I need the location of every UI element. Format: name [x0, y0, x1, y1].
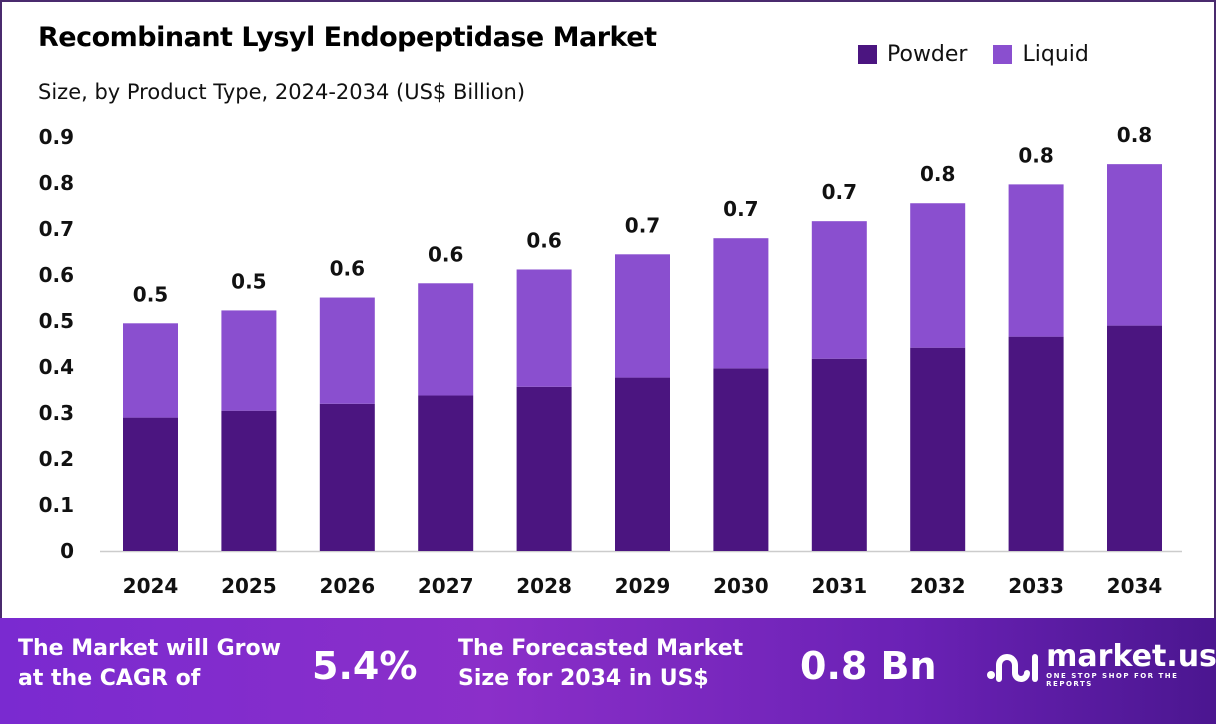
forecast-value: 0.8 Bn	[800, 644, 937, 688]
chart-title: Recombinant Lysyl Endopeptidase Market	[38, 22, 657, 53]
cagr-value: 5.4%	[312, 644, 418, 688]
y-tick-label: 0.5	[39, 309, 74, 333]
bar-chart: 0 0.1 0.2 0.3 0.4 0.5 0.6 0.7 0.8 0.9 0.5 2024 0.5 20…	[39, 123, 1182, 598]
y-tick-label: 0.8	[39, 171, 74, 195]
total-label-2027: 0.6	[428, 242, 463, 266]
bar-liquid-2028	[516, 269, 572, 387]
legend-label-powder: Powder	[887, 42, 968, 67]
x-tick-label-2024: 2024	[123, 574, 179, 598]
chart-subtitle: Size, by Product Type, 2024-2034 (US$ Bi…	[38, 80, 526, 104]
bar-powder-2032	[910, 347, 966, 551]
market-us-logo-icon	[987, 654, 1038, 682]
forecast-label-line2: Size for 2034 in US$	[458, 666, 709, 691]
legend-swatch-liquid	[993, 45, 1013, 64]
total-label-2024: 0.5	[133, 282, 168, 306]
total-label-2034: 0.8	[1117, 123, 1152, 147]
legend-item-liquid: Liquid	[993, 42, 1089, 67]
y-tick-label: 0.9	[39, 125, 74, 149]
total-label-2026: 0.6	[330, 257, 365, 281]
bar-liquid-2025	[221, 310, 277, 411]
bar-liquid-2032	[910, 203, 966, 348]
brand-tagline: ONE STOP SHOP FOR THE REPORTS	[1046, 672, 1179, 688]
bar-liquid-2024	[123, 323, 178, 418]
bar-liquid-2033	[1008, 184, 1064, 337]
legend-swatch-powder	[858, 45, 877, 64]
brand-logo: market.us ONE STOP SHOP FOR THE REPORTS	[985, 642, 1216, 688]
bar-powder-2033	[1008, 336, 1064, 551]
y-tick-label: 0	[60, 539, 74, 563]
y-tick-label: 0.3	[39, 401, 74, 425]
total-label-2029: 0.7	[625, 213, 660, 237]
forecast-label-line1: The Forecasted Market	[458, 636, 744, 661]
y-tick-label: 0.6	[39, 263, 74, 287]
total-label-2033: 0.8	[1018, 143, 1053, 167]
total-label-2031: 0.7	[822, 180, 857, 204]
x-tick-label-2026: 2026	[319, 574, 375, 598]
bar-liquid-2029	[615, 254, 670, 378]
legend: Powder Liquid	[858, 42, 1089, 67]
bar-powder-2029	[615, 377, 670, 551]
y-tick-label: 0.4	[39, 355, 74, 379]
cagr-label-line2: at the CAGR of	[18, 666, 201, 691]
total-label-2032: 0.8	[920, 162, 955, 186]
bar-powder-2027	[418, 395, 474, 551]
cagr-label: The Market will Grow at the CAGR of	[18, 634, 281, 694]
legend-label-liquid: Liquid	[1022, 42, 1089, 67]
x-tick-label-2033: 2033	[1008, 574, 1064, 598]
bar-liquid-2026	[319, 297, 375, 404]
bar-powder-2030	[713, 368, 769, 551]
forecast-label: The Forecasted Market Size for 2034 in US…	[458, 634, 743, 694]
y-tick-label: 0.2	[39, 447, 74, 471]
bar-powder-2026	[319, 403, 375, 551]
bar-powder-2031	[811, 358, 867, 551]
total-label-2025: 0.5	[231, 269, 266, 293]
total-label-2028: 0.6	[526, 228, 561, 252]
bar-liquid-2031	[811, 221, 867, 359]
footer-banner: The Market will Grow at the CAGR of 5.4% …	[0, 618, 1216, 724]
x-tick-label-2030: 2030	[713, 574, 769, 598]
bar-liquid-2034	[1107, 164, 1162, 326]
brand-name: market.us	[1046, 639, 1216, 674]
x-tick-label-2031: 2031	[811, 574, 867, 598]
x-tick-label-2027: 2027	[418, 574, 474, 598]
x-tick-label-2034: 2034	[1107, 574, 1163, 598]
total-label-2030: 0.7	[723, 197, 758, 221]
cagr-label-line1: The Market will Grow	[18, 636, 281, 661]
x-tick-label-2028: 2028	[516, 574, 572, 598]
y-tick-label: 0.1	[39, 493, 74, 517]
bar-powder-2024	[123, 417, 178, 551]
bar-powder-2028	[516, 386, 572, 551]
bar-powder-2025	[221, 410, 277, 551]
y-tick-label: 0.7	[39, 217, 74, 241]
bar-liquid-2030	[713, 238, 769, 369]
x-tick-label-2032: 2032	[910, 574, 966, 598]
x-tick-label-2025: 2025	[221, 574, 277, 598]
legend-item-powder: Powder	[858, 42, 967, 67]
bar-powder-2034	[1107, 325, 1162, 551]
x-tick-label-2029: 2029	[615, 574, 671, 598]
bar-liquid-2027	[418, 283, 474, 396]
